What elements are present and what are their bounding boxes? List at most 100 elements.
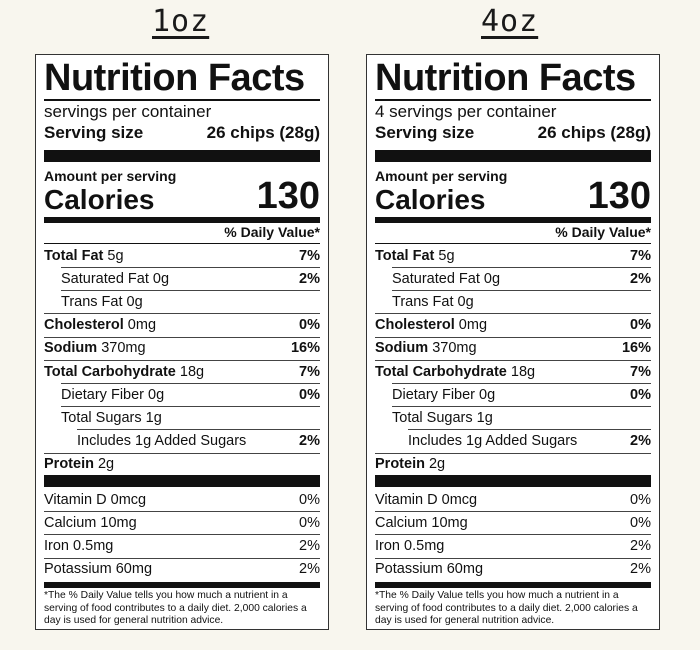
footnote-rule	[44, 582, 320, 588]
vitamin-row-vitamin-d: Vitamin D 0mcg 0%	[44, 488, 320, 511]
nutrient-name: Total Sugars	[392, 409, 473, 426]
nutrient-name-cell: Cholesterol 0mg	[375, 317, 487, 333]
nutrient-name: Total Carbohydrate	[44, 363, 176, 380]
vitamin-name: Calcium	[375, 514, 428, 531]
row-divider	[375, 534, 651, 536]
nutrient-row-total-carbohydrate: Total Carbohydrate 18g 7%	[44, 360, 320, 383]
nutrient-name-cell: Total Carbohydrate 18g	[375, 364, 535, 380]
nutrient-daily-value: 0%	[299, 317, 320, 334]
nutrient-name: Includes 1g Added Sugars	[77, 433, 247, 450]
nutrient-name: Cholesterol	[44, 317, 124, 334]
thick-rule-vitamins	[375, 475, 651, 487]
vitamin-row-potassium: Potassium 60mg 2%	[375, 558, 651, 581]
row-divider	[44, 313, 320, 315]
nutrient-row-sodium: Sodium 370mg 16%	[375, 337, 651, 360]
row-divider	[392, 406, 651, 408]
nutrient-name-cell: Total Sugars 1g	[392, 410, 493, 426]
nutrient-name: Trans Fat	[392, 293, 454, 310]
nutrient-daily-value: 0%	[630, 386, 651, 403]
vitamin-amount: 0.5mg	[404, 538, 445, 555]
nutrient-name-cell: Trans Fat 0g	[392, 294, 474, 310]
row-divider	[77, 429, 320, 431]
nutrient-daily-value: 7%	[630, 247, 651, 264]
nutrient-name: Protein	[44, 456, 94, 473]
vitamin-name-cell: Calcium 10mg	[375, 515, 468, 531]
nutrient-amount: 1g	[145, 409, 162, 426]
nutrient-name-cell: Total Fat 5g	[375, 248, 455, 264]
nutrient-amount: 370mg	[432, 340, 477, 357]
row-divider	[44, 452, 320, 454]
nutrient-name-cell: Sodium 370mg	[44, 340, 146, 356]
nutrient-name: Trans Fat	[61, 293, 123, 310]
row-divider	[61, 406, 320, 408]
nutrient-name-cell: Cholesterol 0mg	[44, 317, 156, 333]
nutrient-name-cell: Total Fat 5g	[44, 248, 124, 264]
nutrient-row-total-fat: Total Fat 5g 7%	[44, 244, 320, 267]
vitamin-name-cell: Vitamin D 0mcg	[44, 492, 146, 508]
nutrient-name-cell: Total Carbohydrate 18g	[44, 364, 204, 380]
title-rule	[44, 99, 320, 101]
row-divider	[392, 290, 651, 292]
nutrition-label-1oz: Nutrition Facts servings per container S…	[35, 54, 329, 630]
vitamin-row-iron: Iron 0.5mg 2%	[44, 535, 320, 558]
calories-label: Calories	[44, 184, 155, 215]
serving-size-row: Serving size 26 chips (28g)	[375, 123, 651, 143]
nutrient-name-cell: Saturated Fat 0g	[61, 271, 169, 287]
nutrient-name-cell: Trans Fat 0g	[61, 294, 143, 310]
nutrient-name-cell: Sodium 370mg	[375, 340, 477, 356]
row-divider	[44, 534, 320, 536]
daily-value-footnote: *The % Daily Value tells you how much a …	[375, 590, 638, 626]
nutrient-amount: 370mg	[101, 340, 146, 357]
nutrient-row-saturated-fat: Saturated Fat 0g 2%	[375, 267, 651, 290]
row-divider	[375, 359, 651, 361]
vitamin-name-cell: Potassium 60mg	[375, 561, 483, 577]
thick-rule	[44, 150, 320, 162]
row-divider	[375, 511, 651, 512]
nutrient-row-cholesterol: Cholesterol 0mg 0%	[44, 314, 320, 337]
thick-rule	[375, 150, 651, 162]
nutrient-amount: 18g	[510, 363, 536, 380]
row-divider	[375, 557, 651, 559]
vitamin-name: Vitamin D	[375, 491, 438, 508]
vitamin-amount: 60mg	[115, 561, 153, 578]
nutrient-daily-value: 0%	[630, 317, 651, 334]
vitamin-name: Calcium	[44, 514, 97, 531]
row-divider	[375, 452, 651, 454]
nutrition-facts-title: Nutrition Facts	[375, 57, 636, 99]
footnote-rule	[375, 582, 651, 588]
vitamin-amount: 0.5mg	[73, 538, 114, 555]
nutrient-name: Saturated Fat	[392, 270, 480, 287]
amount-per-serving: Amount per serving	[375, 168, 508, 184]
vitamin-daily-value: 0%	[299, 491, 320, 508]
calories-rule	[44, 217, 320, 223]
nutrient-row-total-carbohydrate: Total Carbohydrate 18g 7%	[375, 360, 651, 383]
vitamin-row-potassium: Potassium 60mg 2%	[44, 558, 320, 581]
row-divider	[392, 383, 651, 384]
nutrient-row-includes-1g-added-sugars: Includes 1g Added Sugars 2%	[375, 430, 651, 453]
vitamin-daily-value: 2%	[630, 538, 651, 555]
nutrient-name-cell: Includes 1g Added Sugars	[408, 433, 577, 449]
serving-size-label: Serving size	[44, 123, 144, 142]
title-rule	[375, 99, 651, 101]
nutrient-name-cell: Dietary Fiber 0g	[392, 387, 495, 403]
nutrient-daily-value: 7%	[630, 363, 651, 380]
nutrient-daily-value: 0%	[299, 386, 320, 403]
nutrient-name: Includes 1g Added Sugars	[408, 433, 578, 450]
vitamin-row-calcium: Calcium 10mg 0%	[44, 511, 320, 534]
vitamin-row-iron: Iron 0.5mg 2%	[375, 535, 651, 558]
vitamin-row-calcium: Calcium 10mg 0%	[375, 511, 651, 534]
nutrient-row-includes-1g-added-sugars: Includes 1g Added Sugars 2%	[44, 430, 320, 453]
vitamin-name: Iron	[44, 538, 69, 555]
nutrient-daily-value: 2%	[630, 270, 651, 287]
nutrient-row-total-sugars: Total Sugars 1g	[375, 406, 651, 429]
nutrient-row-saturated-fat: Saturated Fat 0g 2%	[44, 267, 320, 290]
nutrient-amount: 0g	[479, 386, 496, 403]
row-divider	[44, 359, 320, 361]
daily-value-header: % Daily Value*	[555, 224, 651, 240]
nutrient-amount: 1g	[476, 409, 493, 426]
vitamin-row-vitamin-d: Vitamin D 0mcg 0%	[375, 488, 651, 511]
nutrient-name: Sodium	[375, 340, 429, 357]
row-divider	[44, 336, 320, 338]
nutrient-name-cell: Dietary Fiber 0g	[61, 387, 164, 403]
vitamin-daily-value: 0%	[630, 514, 651, 531]
